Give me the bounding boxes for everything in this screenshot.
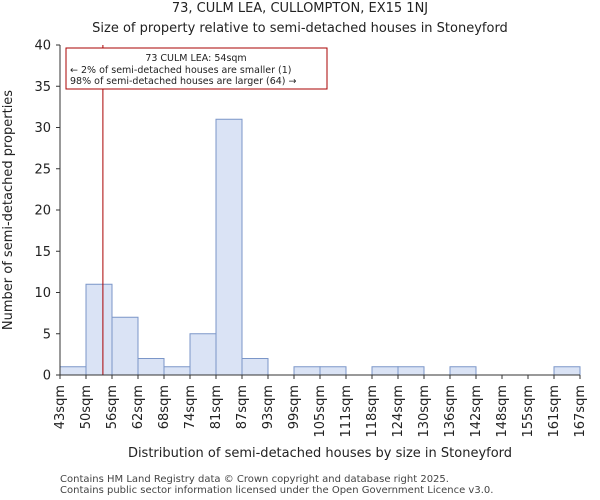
bar-105sqm: [319, 366, 347, 376]
bar-161sqm: [553, 366, 581, 376]
bar-74sqm: [189, 333, 217, 376]
bar-50sqm: [85, 283, 113, 376]
bar-81sqm: [215, 118, 243, 376]
annotation-border: [65, 47, 328, 90]
footer-copyright: Contains HM Land Registry data © Crown c…: [60, 474, 449, 485]
bar-124sqm: [397, 366, 425, 376]
x-tick-label-161sqm: 161sqm: [547, 385, 562, 438]
x-tick-label-130sqm: 130sqm: [417, 385, 432, 438]
bar-99sqm: [293, 366, 321, 376]
bars-group: [59, 118, 581, 376]
bar-87sqm: [241, 358, 269, 376]
x-tick-label-155sqm: 155sqm: [521, 385, 536, 438]
x-tick-label-124sqm: 124sqm: [391, 385, 406, 438]
x-tick-label-148sqm: 148sqm: [495, 385, 510, 438]
bar-43sqm: [59, 366, 87, 376]
bar-136sqm: [449, 366, 477, 376]
x-tick-label-81sqm: 81sqm: [209, 385, 224, 429]
x-tick-label-87sqm: 87sqm: [235, 385, 250, 429]
y-axis-label: Number of semi-detached properties: [1, 90, 16, 330]
y-tick-label-5: 5: [43, 327, 51, 342]
x-tick-label-142sqm: 142sqm: [469, 385, 484, 438]
footer-licence: Contains public sector information licen…: [60, 485, 494, 496]
axes-group: 0 5 10 15 20 25 30 35 40 43sqm 50sqm 56sqm 62sqm 68sq…: [34, 39, 588, 438]
y-tick-label-20: 20: [34, 204, 51, 219]
y-tick-label-25: 25: [34, 162, 51, 177]
y-tick-label-40: 40: [34, 39, 51, 54]
x-tick-label-105sqm: 105sqm: [313, 385, 328, 438]
y-tick-label-0: 0: [43, 369, 51, 384]
x-tick-label-68sqm: 68sqm: [157, 385, 172, 429]
annotation-larger: 98% of semi-detached houses are larger (…: [70, 76, 297, 87]
y-tick-label-15: 15: [34, 245, 51, 260]
bar-68sqm: [163, 366, 191, 376]
y-tick-label-10: 10: [34, 286, 51, 301]
annotation-title: 73 CULM LEA: 54sqm: [145, 53, 246, 64]
bar-118sqm: [371, 366, 399, 376]
annotation-smaller: ← 2% of semi-detached houses are smaller…: [70, 65, 291, 76]
x-tick-label-111sqm: 111sqm: [339, 385, 354, 438]
x-axis-label: Distribution of semi-detached houses by …: [128, 446, 512, 461]
chart-title-line2: Size of property relative to semi-detach…: [92, 21, 508, 36]
x-tick-label-136sqm: 136sqm: [443, 385, 458, 438]
x-tick-label-62sqm: 62sqm: [131, 385, 146, 429]
x-tick-label-99sqm: 99sqm: [287, 385, 302, 429]
y-tick-label-30: 30: [34, 121, 51, 136]
x-tick-label-167sqm: 167sqm: [573, 385, 588, 438]
x-tick-label-93sqm: 93sqm: [261, 385, 276, 429]
x-tick-label-118sqm: 118sqm: [365, 385, 380, 438]
x-tick-label-74sqm: 74sqm: [183, 385, 198, 429]
bar-56sqm: [111, 316, 139, 376]
x-tick-label-50sqm: 50sqm: [79, 385, 94, 429]
x-tick-label-43sqm: 43sqm: [53, 385, 68, 429]
bar-62sqm: [137, 358, 165, 376]
x-tick-label-56sqm: 56sqm: [105, 385, 120, 429]
chart-title-line1: 73, CULM LEA, CULLOMPTON, EX15 1NJ: [171, 1, 429, 16]
annotation-box: 73 CULM LEA: 54sqm ← 2% of semi-detached…: [65, 47, 328, 90]
y-tick-label-35: 35: [34, 80, 51, 95]
